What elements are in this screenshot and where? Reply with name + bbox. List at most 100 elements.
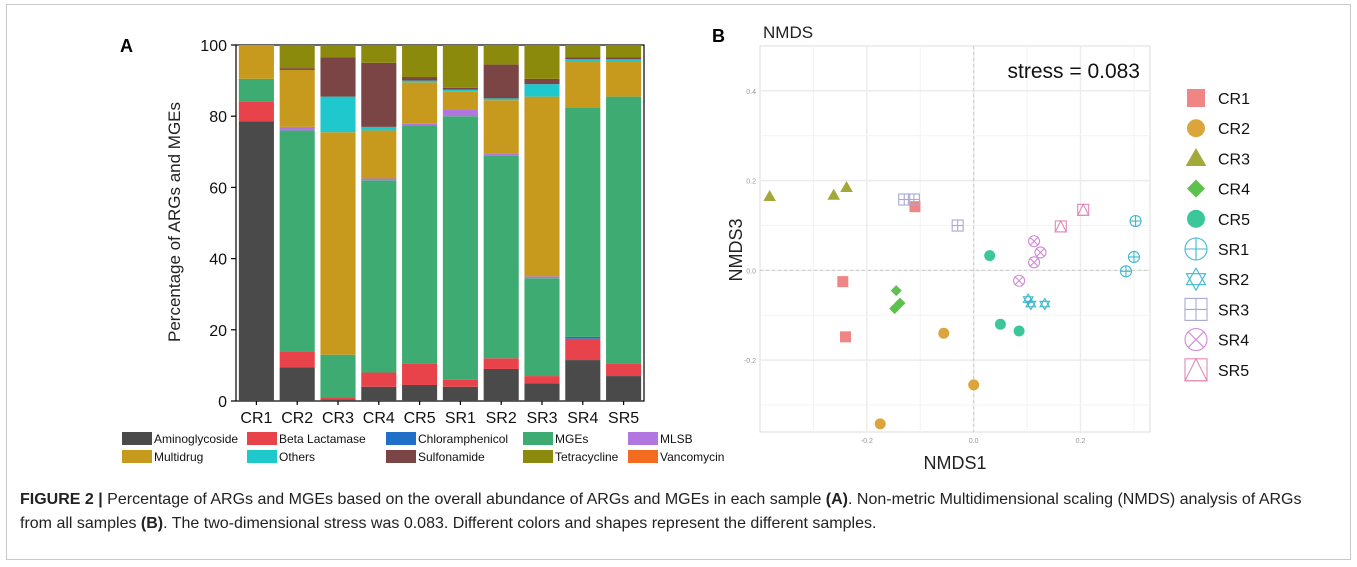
panel-label-b: B	[712, 26, 725, 46]
bar-segment	[606, 376, 642, 401]
bar-segment	[402, 82, 438, 124]
nmds-legend-key	[1184, 357, 1208, 382]
legend-swatch	[628, 450, 658, 463]
bar-segment	[483, 64, 519, 99]
bar-segment	[402, 123, 438, 126]
bar-segment	[361, 180, 397, 373]
bar-segment	[524, 278, 560, 377]
figure-canvas: A Percentage of ARGs and MGEs 0 20 40 60 80 1…	[120, 23, 1250, 473]
legend-label: MLSB	[660, 432, 693, 446]
nmds-legend: CR1 CR2 CR3 CR4 CR5 SR1 SR2 SR3 SR4 SR5	[1184, 89, 1250, 382]
bar-segment	[320, 354, 356, 398]
nmds-legend-key	[1187, 89, 1205, 107]
legend-label: Tetracycline	[555, 450, 619, 464]
legend-label: Sulfonamide	[418, 450, 485, 464]
bar-chart-panel: A Percentage of ARGs and MGEs 0 20 40 60 80 1…	[120, 36, 724, 464]
nmds-point	[1028, 235, 1041, 248]
caption-ref-a: (A)	[825, 491, 849, 508]
bar-segment	[361, 130, 397, 179]
bar-segment	[524, 84, 560, 97]
nmds-point	[1013, 274, 1026, 287]
bar-segment	[565, 338, 601, 361]
nmds-point	[894, 297, 906, 309]
nmds-x-tick-label: 0.2	[1076, 438, 1086, 445]
bar-segment	[361, 178, 397, 181]
nmds-y-axis-label: NMDS3	[726, 218, 746, 281]
bar-segment	[402, 77, 438, 81]
bar-segment	[402, 384, 438, 401]
legend-swatch	[628, 432, 658, 445]
legend-swatch	[122, 450, 152, 463]
stress-annotation: stress = 0.083	[1008, 60, 1141, 83]
nmds-points	[763, 181, 1142, 430]
bar-segment	[565, 336, 601, 339]
nmds-legend-label: SR4	[1218, 333, 1249, 350]
legend-label: Vancomycin	[660, 450, 724, 464]
nmds-point	[968, 379, 980, 391]
bar-y-tick-label: 0	[218, 394, 227, 411]
bar-legend: Aminoglycoside Beta Lactamase Chlorampheni…	[122, 432, 724, 464]
bar-segment	[402, 125, 438, 364]
bar-segment	[483, 155, 519, 359]
nmds-point	[890, 285, 902, 297]
caption-part-3: . The two-dimensional stress was 0.083. …	[163, 515, 877, 532]
bar-segment	[483, 368, 519, 401]
nmds-legend-label: CR3	[1218, 151, 1250, 168]
bar-x-tick-label: CR3	[322, 410, 354, 427]
bar-segment	[320, 132, 356, 355]
nmds-point	[1119, 265, 1133, 278]
bar-segment	[279, 69, 315, 127]
bar-segment	[483, 100, 519, 154]
nmds-point	[763, 190, 776, 202]
bar-y-tick-label: 40	[209, 252, 227, 269]
nmds-title: NMDS	[763, 23, 813, 42]
bar-segment	[524, 383, 560, 401]
panel-label-a: A	[120, 36, 133, 56]
bar-segment	[279, 367, 315, 401]
legend-swatch	[247, 450, 277, 463]
bar-segment	[279, 130, 315, 352]
nmds-legend-key	[1187, 119, 1205, 138]
caption-part-1: Percentage of ARGs and MGEs based on the…	[102, 491, 826, 508]
bar-segment	[279, 351, 315, 368]
nmds-point	[827, 188, 841, 200]
bar-x-tick-label: SR4	[567, 410, 598, 427]
legend-label: Chloramphenicol	[418, 432, 508, 446]
bar-segment	[442, 87, 478, 90]
nmds-point	[909, 201, 921, 213]
nmds-legend-key	[1184, 328, 1208, 352]
figure-caption: FIGURE 2 | Percentage of ARGs and MGEs b…	[20, 488, 1330, 536]
bar-x-tick-label: SR3	[526, 410, 557, 427]
bar-plot-frame	[235, 44, 645, 402]
nmds-point	[984, 250, 996, 262]
nmds-y-tick-label: 0.0	[746, 268, 756, 275]
bar-segment	[442, 379, 478, 387]
nmds-point	[874, 418, 886, 430]
bar-segment	[320, 57, 356, 97]
bar-segment	[483, 153, 519, 156]
bar-segment	[238, 45, 274, 79]
bar-segment	[565, 107, 601, 337]
legend-label: MGEs	[555, 432, 588, 446]
bar-segment	[442, 45, 478, 88]
bar-segment	[320, 45, 356, 58]
nmds-y-tick-label: 0.4	[746, 89, 756, 96]
bar-segment	[565, 59, 601, 62]
bar-segment	[606, 45, 642, 58]
bar-segment	[361, 126, 397, 131]
legend-label: Others	[279, 450, 315, 464]
nmds-point	[1127, 250, 1141, 264]
nmds-legend-label: CR5	[1218, 212, 1250, 229]
nmds-point	[840, 181, 853, 193]
bar-x-tick-label: SR1	[445, 410, 476, 427]
bar-y-tick-label: 100	[200, 38, 227, 55]
bar-segment	[238, 121, 274, 401]
legend-label: Multidrug	[154, 450, 203, 464]
nmds-legend-label: SR1	[1218, 242, 1249, 259]
nmds-legend-key	[1185, 148, 1207, 167]
bar-x-tick-label: CR5	[404, 410, 436, 427]
bar-segment	[565, 61, 601, 108]
bar-segment	[524, 376, 560, 384]
bar-segment	[565, 360, 601, 401]
nmds-legend-label: SR2	[1218, 272, 1249, 289]
